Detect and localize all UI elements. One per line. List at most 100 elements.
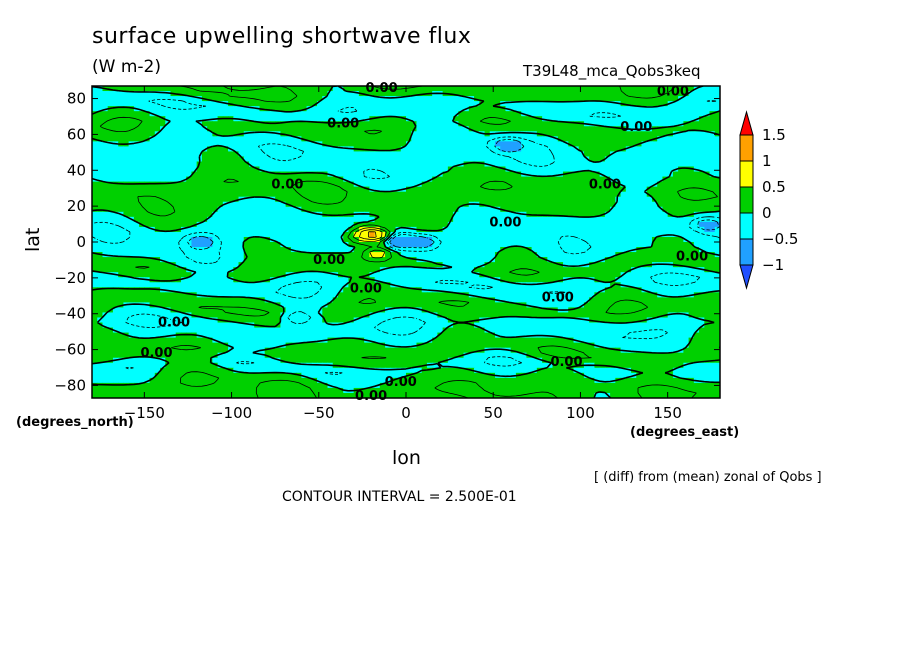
field-cell: [118, 216, 124, 223]
field-cell: [385, 262, 391, 268]
field-cell: [170, 272, 177, 278]
field-cell: [243, 136, 250, 142]
field-cell: [657, 206, 664, 213]
field-cell: [615, 216, 622, 223]
field-cell: [542, 282, 548, 288]
field-cell: [212, 91, 219, 97]
field-cell: [557, 252, 564, 258]
field-cell: [651, 191, 658, 198]
field-cell: [531, 226, 538, 233]
field-cell: [625, 181, 632, 188]
field-cell: [379, 201, 386, 208]
field-cell: [662, 201, 669, 208]
field-cell: [463, 181, 470, 188]
field-cell: [332, 106, 339, 112]
field-cell: [165, 161, 172, 168]
field-cell: [322, 242, 329, 248]
field-cell: [275, 252, 281, 258]
field-cell: [92, 146, 98, 153]
field-cell: [353, 262, 360, 268]
field-cell: [133, 216, 140, 223]
field-cell: [170, 267, 177, 273]
field-cell: [311, 156, 318, 163]
field-cell: [704, 252, 711, 258]
field-cell: [149, 221, 156, 228]
field-cell: [406, 126, 412, 132]
field-cell: [515, 136, 522, 142]
field-cell: [536, 216, 543, 223]
field-cell: [254, 136, 261, 142]
field-cell: [406, 141, 412, 147]
field-cell: [400, 156, 407, 163]
field-cell: [432, 226, 438, 233]
field-cell: [238, 186, 245, 193]
field-cell: [625, 252, 632, 258]
field-cell: [416, 216, 423, 223]
field-cell: [426, 146, 433, 153]
field-cell: [573, 211, 580, 218]
field-cell: [139, 96, 145, 102]
field-cell: [714, 156, 720, 163]
field-cell: [589, 161, 595, 168]
field-cell: [154, 262, 161, 268]
field-cell: [453, 292, 459, 298]
field-cell: [317, 252, 323, 258]
field-cell: [269, 211, 276, 218]
field-cell: [322, 267, 329, 273]
field-cell: [699, 226, 705, 233]
field-cell: [693, 106, 700, 112]
field-cell: [322, 257, 329, 263]
field-cell: [651, 121, 658, 127]
field-cell: [107, 292, 114, 298]
field-cell: [165, 91, 172, 97]
field-cell: [636, 121, 643, 127]
field-cell: [128, 252, 135, 258]
field-cell: [353, 96, 360, 102]
field-cell: [353, 272, 360, 278]
field-cell: [468, 141, 475, 147]
field-cell: [390, 272, 397, 278]
field-cell: [515, 201, 522, 208]
field-cell: [149, 176, 156, 183]
field-cell: [411, 221, 418, 228]
field-cell: [107, 272, 114, 278]
field-cell: [547, 151, 554, 158]
field-cell: [442, 242, 449, 248]
field-cell: [254, 186, 261, 193]
field-cell: [364, 287, 370, 293]
field-cell: [144, 96, 151, 102]
field-cell: [332, 176, 339, 183]
field-cell: [641, 91, 648, 97]
field-cell: [463, 151, 470, 158]
field-cell: [526, 226, 533, 233]
field-cell: [353, 257, 360, 263]
field-cell: [662, 226, 669, 233]
field-cell: [149, 247, 156, 253]
field-cell: [489, 292, 496, 298]
field-cell: [102, 161, 109, 168]
field-cell: [102, 201, 109, 208]
field-cell: [672, 106, 679, 112]
field-cell: [332, 226, 339, 233]
field-cell: [175, 166, 182, 173]
field-cell: [322, 131, 329, 137]
field-cell: [170, 121, 177, 127]
field-cell: [201, 171, 208, 178]
field-cell: [154, 292, 161, 298]
field-cell: [641, 191, 648, 198]
field-cell: [322, 191, 329, 198]
field-cell: [358, 282, 365, 288]
field-cell: [285, 91, 292, 97]
field-cell: [406, 106, 412, 112]
field-cell: [327, 111, 334, 117]
field-cell: [678, 287, 684, 293]
field-cell: [631, 181, 637, 188]
field-cell: [144, 101, 151, 107]
field-cell: [631, 156, 637, 163]
field-cell: [515, 101, 522, 107]
field-cell: [165, 136, 172, 142]
field-cell: [400, 221, 407, 228]
field-cell: [672, 186, 679, 193]
field-cell: [128, 156, 135, 163]
field-cell: [489, 126, 496, 132]
